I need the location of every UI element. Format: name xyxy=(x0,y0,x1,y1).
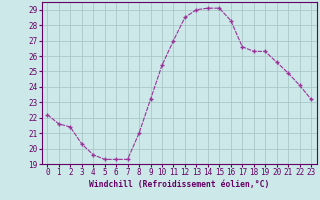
X-axis label: Windchill (Refroidissement éolien,°C): Windchill (Refroidissement éolien,°C) xyxy=(89,180,269,189)
